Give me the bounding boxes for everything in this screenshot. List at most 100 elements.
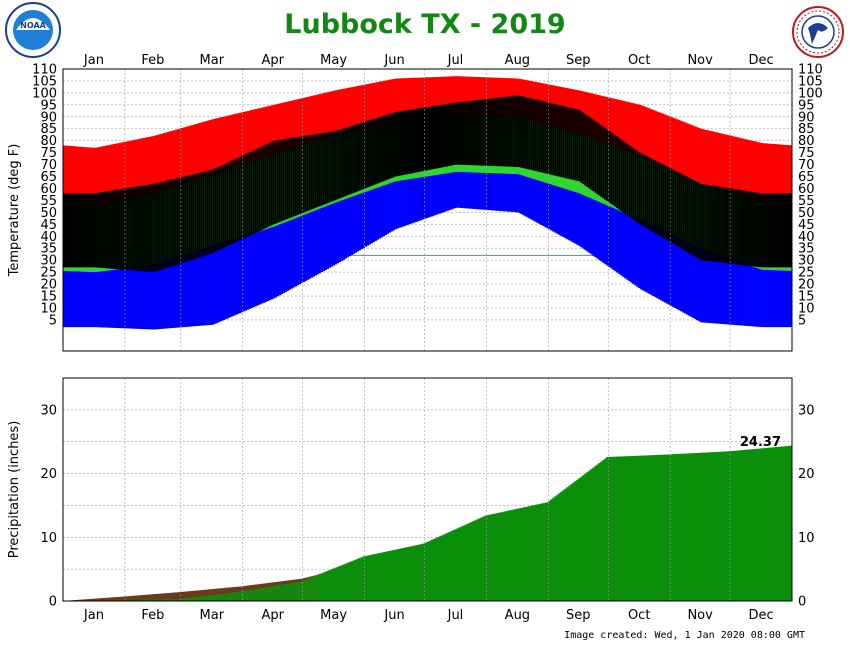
observed-temp-bar (408, 109, 411, 174)
record-high-bar (724, 134, 727, 192)
precip-observed-bar (760, 480, 763, 601)
record-low-bar (668, 233, 671, 305)
precip-observed-bar (528, 520, 531, 601)
observed-temp-bar (678, 172, 681, 248)
observed-temp-bar (224, 163, 228, 247)
record-high-bar (340, 89, 344, 134)
record-high-bar (202, 121, 206, 178)
observed-temp-bar (476, 100, 479, 166)
record-high-bar (606, 97, 609, 144)
temp-tick-left: 45 (40, 218, 57, 233)
observed-temp-bar (628, 144, 631, 217)
record-low-bar (356, 194, 359, 252)
record-high-bar (706, 130, 709, 186)
record-high-bar (346, 87, 350, 133)
record-low-bar (554, 185, 557, 233)
observed-temp-bar (152, 183, 156, 273)
observed-temp-bar (108, 190, 112, 269)
record-high-bar (66, 145, 70, 205)
record-low-bar (158, 263, 162, 330)
record-high-bar (160, 133, 164, 191)
observed-temp-bar (524, 96, 527, 169)
record-high-bar (232, 114, 236, 168)
precip-observed-bar (444, 539, 447, 601)
observed-temp-bar (306, 135, 310, 212)
observed-temp-bar (612, 133, 615, 206)
observed-temp-bar (294, 137, 298, 216)
record-high-bar (278, 103, 282, 154)
precip-observed-bar (222, 593, 226, 601)
record-high-bar (476, 76, 479, 116)
precip-observed-bar (412, 546, 415, 601)
record-low-bar (352, 196, 355, 254)
observed-temp-bar (492, 98, 495, 167)
record-high-bar (168, 131, 172, 189)
precip-observed-bar (422, 543, 425, 601)
record-high-bar (618, 99, 621, 148)
record-low-bar (696, 246, 699, 321)
record-low-bar (632, 216, 635, 284)
observed-temp-bar (210, 169, 214, 254)
observed-temp-bar (660, 163, 663, 237)
record-low-bar (482, 172, 485, 210)
record-high-bar (776, 144, 779, 204)
record-low-bar (300, 215, 304, 284)
observed-temp-bar (700, 183, 703, 261)
precip-back-bar (98, 598, 102, 601)
record-low-bar (342, 199, 346, 260)
temp-tick-left: 40 (40, 230, 57, 245)
precip-observed-bar (442, 539, 445, 601)
record-low-bar (324, 206, 328, 270)
record-low-bar (172, 258, 176, 328)
record-high-bar (668, 116, 671, 169)
record-low-bar (752, 266, 755, 327)
precip-observed-bar (772, 479, 775, 601)
record-low-bar (296, 217, 300, 286)
record-low-bar (400, 180, 403, 228)
observed-temp-bar (416, 108, 419, 173)
precip-observed-bar (230, 592, 234, 601)
record-low-bar (770, 270, 773, 328)
observed-temp-bar (654, 160, 657, 234)
observed-temp-bar (208, 170, 212, 254)
record-low-bar (132, 267, 136, 329)
record-low-bar (562, 188, 565, 238)
precip-observed-bar (654, 491, 657, 601)
record-low-bar (286, 221, 290, 291)
precip-back-bar (82, 599, 86, 601)
record-low-bar (716, 253, 719, 324)
record-low-bar (466, 172, 469, 209)
observed-temp-bar (222, 164, 226, 248)
record-low-bar (416, 177, 419, 222)
precip-observed-bar (632, 494, 635, 601)
record-low-bar (366, 191, 369, 246)
record-low-bar (448, 172, 451, 211)
precip-observed-bar (514, 524, 517, 601)
precip-observed-bar (566, 510, 569, 601)
record-high-bar (452, 76, 455, 115)
record-low-bar (780, 270, 783, 328)
record-high-bar (276, 103, 280, 154)
record-low-bar (268, 227, 272, 301)
record-high-bar (702, 129, 705, 185)
observed-temp-bar (310, 134, 314, 210)
record-low-bar (470, 172, 473, 209)
observed-temp-bar (634, 149, 637, 221)
observed-temp-bar (778, 193, 781, 268)
observed-temp-bar (504, 96, 507, 167)
record-low-bar (584, 195, 587, 251)
observed-temp-bar (650, 158, 653, 231)
record-high-bar (210, 119, 214, 175)
observed-temp-bar (202, 171, 206, 256)
precip-observed-bar (574, 508, 577, 601)
observed-temp-bar (196, 173, 200, 258)
record-low-bar (412, 178, 415, 223)
record-high-bar (446, 76, 449, 116)
temp-tick-left: 50 (40, 206, 57, 221)
precip-observed-bar (292, 582, 296, 601)
record-high-bar (742, 138, 745, 197)
precip-observed-bar (380, 557, 383, 601)
record-low-bar (190, 252, 194, 327)
record-low-bar (82, 271, 86, 328)
precip-observed-bar (246, 590, 250, 601)
